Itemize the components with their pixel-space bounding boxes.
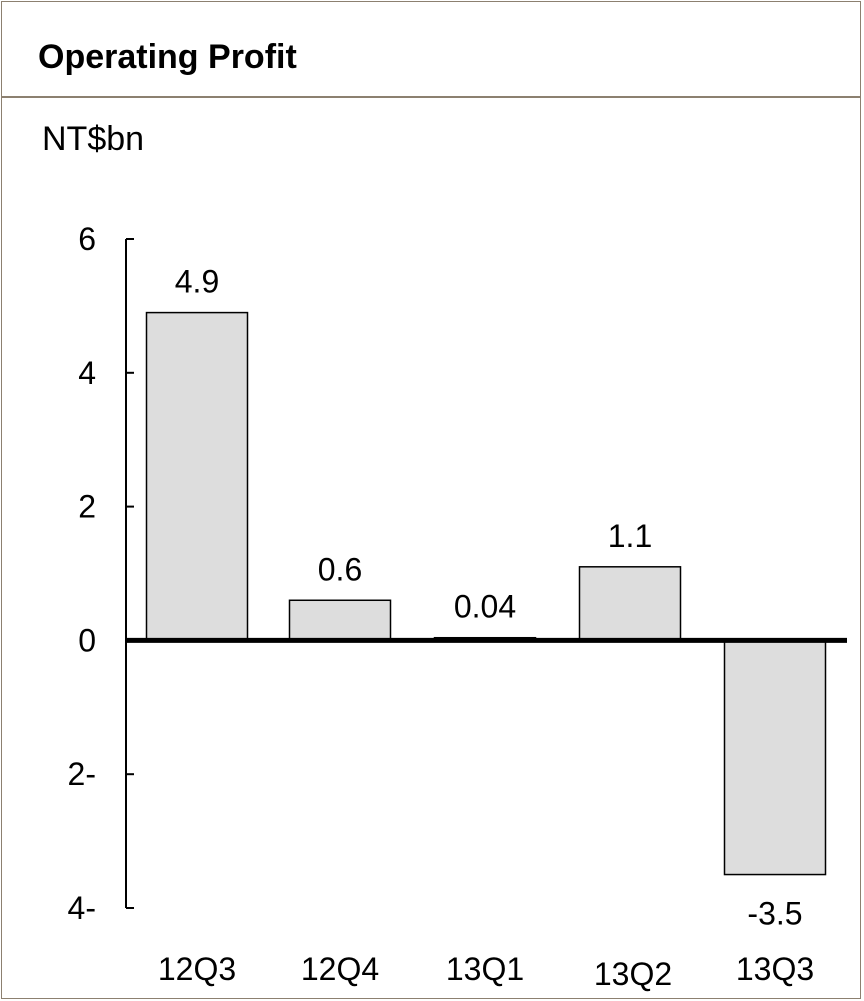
bar xyxy=(578,566,682,642)
bar xyxy=(723,639,827,876)
y-tick-label: 0 xyxy=(78,622,96,658)
y-tick-label: 2- xyxy=(68,756,96,792)
chart-title: Operating Profit xyxy=(38,38,297,76)
y-axis-unit-label: NT$bn xyxy=(42,120,145,158)
data-label: 1.1 xyxy=(608,518,652,554)
data-label: 0.6 xyxy=(318,551,362,587)
data-label: 4.9 xyxy=(175,264,219,300)
bar xyxy=(145,311,249,642)
y-tick-label: 6 xyxy=(78,221,96,257)
title-bar: Operating Profit xyxy=(2,2,860,98)
x-tick-label: 13Q1 xyxy=(446,951,524,987)
x-tick-label: 13Q2 xyxy=(594,956,672,992)
x-tick-label: 13Q3 xyxy=(736,951,814,987)
x-tick-label: 12Q4 xyxy=(301,951,379,987)
data-label: -3.5 xyxy=(747,896,802,932)
y-tick-label: 2 xyxy=(78,489,96,525)
bar xyxy=(288,599,392,642)
y-tick-label: 4 xyxy=(78,355,96,391)
y-tick-label: 4- xyxy=(68,890,96,926)
x-tick-label: 12Q3 xyxy=(158,951,236,987)
data-label: 0.04 xyxy=(454,589,516,625)
